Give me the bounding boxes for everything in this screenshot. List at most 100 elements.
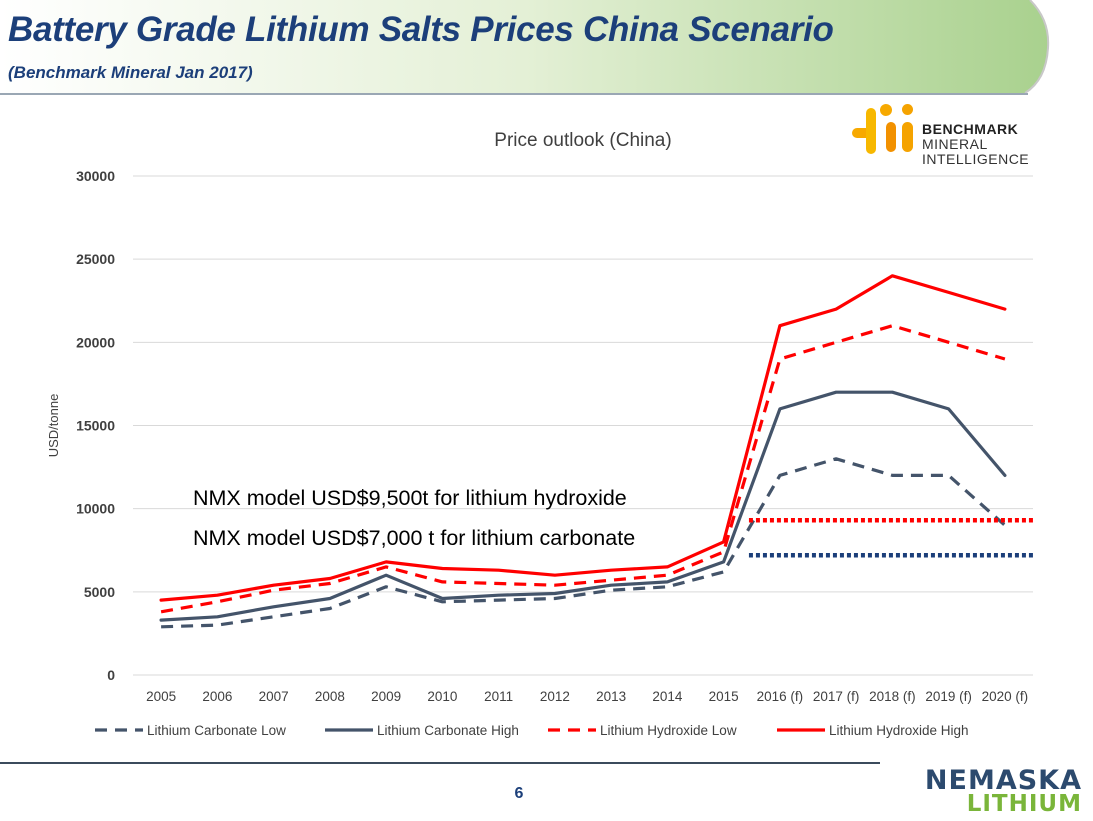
data-point [215,623,219,627]
x-tick-label: 2009 [371,689,401,704]
data-point [778,324,782,328]
data-point [665,573,669,577]
y-tick-label: 15000 [76,418,115,434]
x-tick-label: 2019 (f) [925,689,972,704]
x-tick-label: 2017 (f) [813,689,860,704]
data-point [553,583,557,587]
data-point [890,324,894,328]
data-point [609,588,613,592]
page-title: Battery Grade Lithium Salts Prices China… [8,10,834,49]
x-tick-label: 2013 [596,689,626,704]
data-point [1003,523,1007,527]
data-point [328,582,332,586]
data-point [328,596,332,600]
data-point [328,577,332,581]
data-point [665,580,669,584]
x-tick-label: 2012 [540,689,570,704]
data-point [609,578,613,582]
data-point [328,606,332,610]
header-band: Battery Grade Lithium Salts Prices China… [0,0,1093,96]
x-tick-label: 2006 [202,689,232,704]
data-point [947,340,951,344]
data-point [834,340,838,344]
data-point [215,615,219,619]
data-point [722,560,726,564]
data-point [159,618,163,622]
legend-label: Lithium Carbonate High [377,723,519,738]
data-point [1003,307,1007,311]
nemaska-logo-line1: NEMASKA [924,765,1082,796]
data-point [609,568,613,572]
data-point [497,582,501,586]
model-price-label: NMX model USD$9,500t for lithium hydroxi… [193,486,627,510]
data-point [722,540,726,544]
data-point [272,605,276,609]
series-line-lithium-hydroxide-low [160,324,1006,614]
data-point [834,307,838,311]
data-point [272,588,276,592]
data-point [778,473,782,477]
x-tick-label: 2018 (f) [869,689,916,704]
chart-svg: Price outlook (China) 0 5000 10000 15000 2000… [46,130,1033,738]
data-point [497,593,501,597]
data-point [722,570,726,574]
series-line-lithium-carbonate-low [161,457,1006,629]
y-tick-label: 0 [107,667,115,683]
y-axis-label: USD/tonne [46,394,61,458]
data-point [890,274,894,278]
x-tick-label: 2015 [709,689,739,704]
data-point [1003,357,1007,361]
data-point [778,357,782,361]
x-tick-label: 2014 [652,689,683,704]
model-price-label: NMX model USD$7,000 t for lithium carbon… [193,526,635,550]
data-point [778,407,782,411]
nemaska-logo: NEMASKA LITHIUM [920,765,1090,817]
data-point [665,565,669,569]
x-tick-label: 2020 (f) [982,689,1029,704]
data-point [947,473,951,477]
x-tick-label: 2010 [427,689,457,704]
y-tick-label: 5000 [84,584,115,600]
benchmark-logo-line3: INTELLIGENCE [922,151,1030,167]
footer-divider [0,762,880,764]
x-tick-label: 2016 (f) [757,689,804,704]
data-point [272,615,276,619]
data-point [890,473,894,477]
data-point [834,390,838,394]
data-point [722,550,726,554]
data-point [947,407,951,411]
data-point [215,593,219,597]
chart-title: Price outlook (China) [494,130,671,151]
y-tick-label: 10000 [76,501,115,517]
data-point [609,583,613,587]
data-point [384,565,388,569]
data-point [834,457,838,461]
page-subtitle: (Benchmark Mineral Jan 2017) [8,63,253,82]
price-outlook-chart: Price outlook (China) 0 5000 10000 15000 2000… [0,100,1093,760]
data-point [215,600,219,604]
data-point [947,290,951,294]
data-point [384,585,388,589]
data-point [159,598,163,602]
data-point [440,596,444,600]
y-tick-label: 20000 [76,334,115,350]
data-point [272,583,276,587]
header-background [0,0,1050,95]
x-tick-label: 2005 [146,689,176,704]
legend-label: Lithium Hydroxide High [829,723,969,738]
data-point [1003,473,1007,477]
data-point [890,390,894,394]
data-point [553,596,557,600]
legend-label: Lithium Hydroxide Low [600,723,737,738]
y-tick-label: 25000 [76,251,115,267]
data-point [384,560,388,564]
series-line-lithium-hydroxide-high [159,274,1007,602]
data-point [497,568,501,572]
data-point [440,567,444,571]
benchmark-logo-text: BENCHMARK MINERAL INTELLIGENCE [922,122,1029,167]
data-point [159,610,163,614]
x-tick-label: 2008 [315,689,345,704]
y-tick-label: 30000 [76,168,115,184]
benchmark-logo-icon [852,104,913,154]
data-point [665,585,669,589]
